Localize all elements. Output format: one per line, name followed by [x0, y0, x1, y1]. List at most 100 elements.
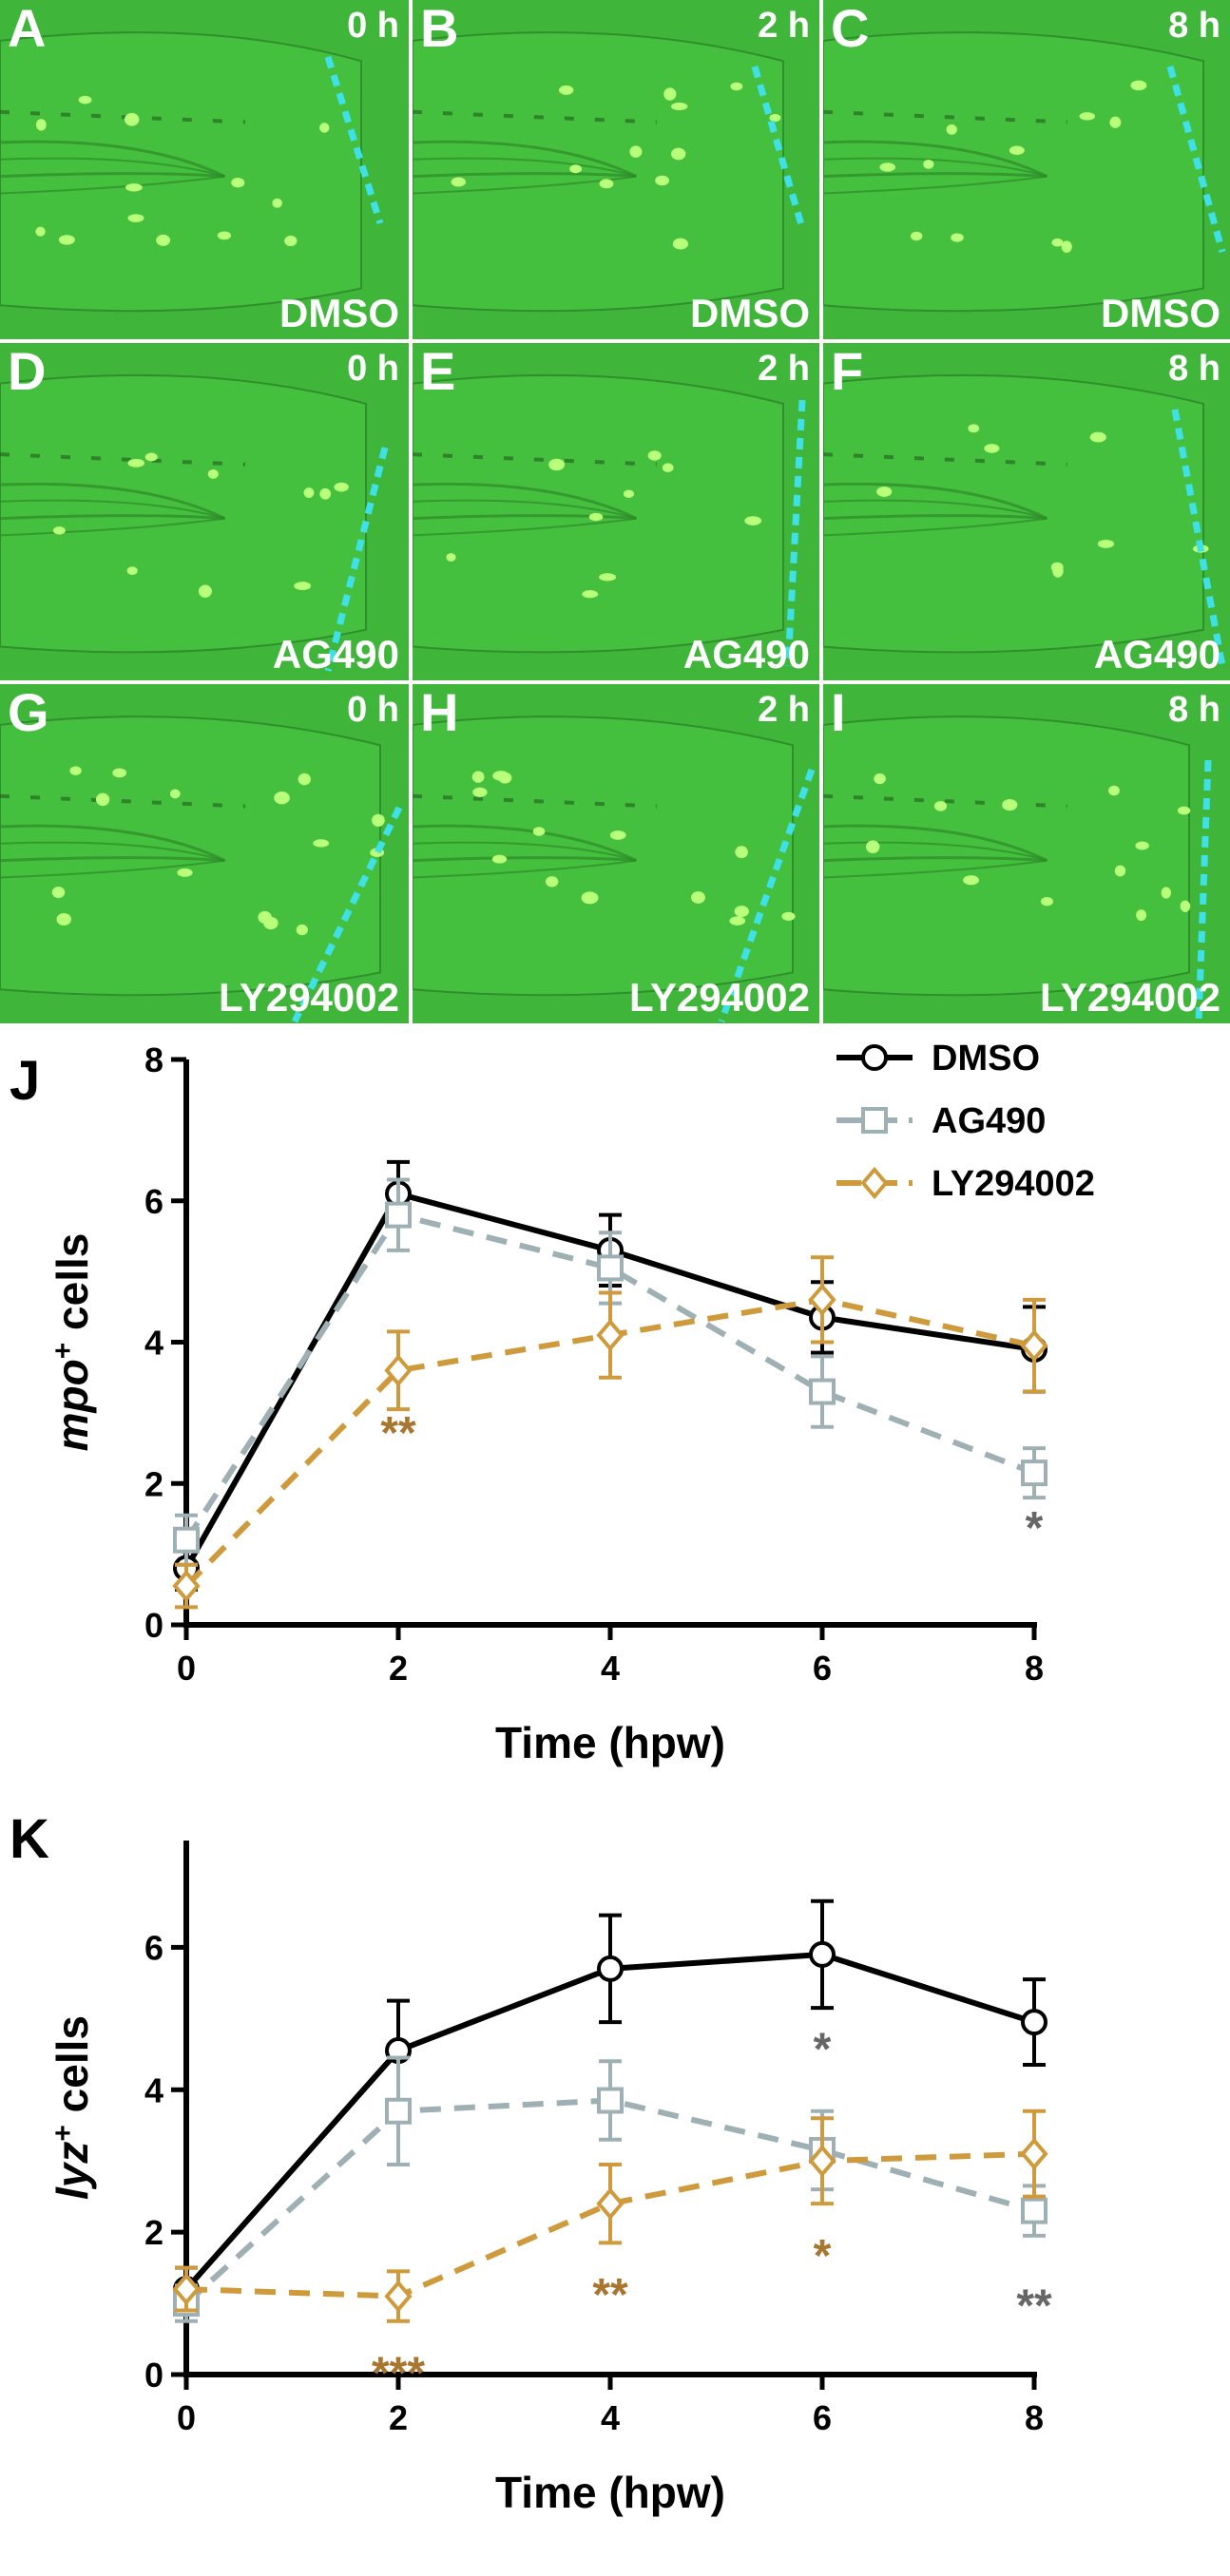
wound-edge-line: [1171, 409, 1226, 667]
data-point: [384, 1354, 413, 1387]
x-tick-label: 8: [1025, 1649, 1044, 1688]
x-tick-label: 6: [813, 1649, 832, 1688]
series-line: [183, 1212, 1036, 1542]
fin-tissue-image: [413, 373, 806, 667]
data-point: [808, 1283, 836, 1316]
panel-treatment-label: DMSO: [690, 291, 810, 335]
significance-marker: *: [814, 2025, 832, 2075]
wound-edge-line: [291, 806, 403, 1023]
panel-treatment-label: DMSO: [1101, 291, 1220, 335]
data-point: [1021, 2197, 1047, 2224]
chart-k-letter: K: [10, 1808, 49, 1870]
panel-treatment-label: AG490: [682, 632, 810, 677]
significance-marker: *: [1026, 1503, 1044, 1554]
x-tick-label: 8: [1025, 2398, 1044, 2437]
data-point: [172, 2273, 201, 2306]
data-point: [596, 1318, 625, 1352]
data-point: [809, 1378, 836, 1405]
legend-marker: [861, 1107, 888, 1134]
y-tick-label: 4: [144, 1324, 163, 1363]
x-axis-label: Time (hpw): [495, 1718, 725, 1767]
significance-marker: **: [380, 1408, 416, 1459]
panel-letter: C: [831, 0, 870, 58]
panel-treatment-label: AG490: [272, 632, 399, 677]
data-point: [808, 2145, 836, 2178]
micrograph-panel: G 0 h LY294002: [0, 684, 409, 1023]
y-tick-label: 0: [144, 1606, 163, 1645]
data-point: [385, 2097, 412, 2125]
panel-letter: E: [420, 343, 456, 401]
legend-entry: AG490: [932, 1101, 1046, 1141]
panel-time-label: 8 h: [1168, 6, 1220, 46]
data-point: [597, 2087, 624, 2114]
data-point: [1020, 1329, 1048, 1363]
fin-tissue-image: [413, 716, 816, 1023]
y-tick-label: 8: [144, 1040, 163, 1079]
data-point: [173, 1526, 200, 1554]
y-tick-label: 6: [144, 1928, 163, 1967]
legend-marker: [860, 1166, 889, 1200]
x-tick-label: 0: [177, 2398, 196, 2437]
micrograph-panel: H 2 h LY294002: [413, 684, 819, 1023]
y-axis-label: mpo+ cells: [48, 1233, 98, 1452]
wound-edge-line: [1195, 759, 1212, 1022]
significance-marker: **: [1016, 2280, 1052, 2331]
significance-marker: *: [814, 2231, 832, 2281]
data-point: [1020, 2137, 1048, 2170]
data-point: [809, 1940, 836, 1968]
y-tick-label: 6: [144, 1182, 163, 1221]
series-line: [185, 2150, 1035, 2299]
x-tick-label: 4: [601, 1649, 620, 1688]
significance-marker: ***: [372, 2349, 425, 2399]
y-tick-label: 4: [144, 2070, 163, 2109]
data-point: [596, 2187, 625, 2221]
legend-marker: [861, 1044, 888, 1071]
panel-time-label: 0 h: [347, 6, 399, 46]
wound-edge-line: [718, 768, 816, 1023]
x-tick-label: 6: [813, 2398, 832, 2437]
micrograph-panel: B 2 h DMSO: [413, 0, 819, 339]
panel-treatment-label: AG490: [1093, 632, 1220, 677]
micrograph-panel: C 8 h DMSO: [823, 0, 1230, 339]
fin-tissue-image: [823, 716, 1212, 1022]
data-point: [172, 1570, 201, 1603]
fin-tissue-image: [823, 373, 1226, 667]
data-point: [1021, 2009, 1047, 2036]
micrograph-panel: F 8 h AG490: [823, 343, 1230, 680]
x-tick-label: 2: [389, 2398, 408, 2437]
panel-time-label: 0 h: [347, 690, 399, 730]
fin-tissue-image: [413, 31, 806, 313]
panel-time-label: 2 h: [758, 349, 810, 389]
fin-tissue-image: [0, 31, 384, 313]
panel-letter: H: [420, 684, 459, 742]
fin-tissue-image: [0, 373, 389, 672]
panel-letter: A: [8, 0, 47, 58]
legend-entry: LY294002: [932, 1164, 1095, 1204]
data-point: [597, 1254, 624, 1282]
micrograph-grid: A 0 h DMSO B 2 h DMSO C 8 h DMSO D 0 h AG490 E 2 h AG4…: [0, 0, 1230, 1023]
x-tick-label: 0: [177, 1649, 196, 1688]
micrograph-panel: E 2 h AG490: [413, 343, 819, 680]
micrograph-panel: A 0 h DMSO: [0, 0, 409, 339]
panel-letter: G: [8, 684, 49, 742]
fin-tissue-image: [0, 716, 403, 1023]
y-tick-label: 2: [144, 2213, 163, 2252]
chart-j: J 0 2 4 6 8 0 2 4 6 8 Time (hpw) mpo+ cells ** * DMSO A…: [0, 1023, 1230, 1804]
wound-edge-line: [751, 66, 806, 229]
panel-treatment-label: DMSO: [279, 291, 399, 335]
panel-time-label: 8 h: [1168, 690, 1220, 730]
panel-letter: B: [420, 0, 459, 58]
x-axis-label: Time (hpw): [495, 2468, 725, 2517]
data-point: [385, 1201, 412, 1229]
panel-letter: F: [831, 343, 864, 401]
panel-time-label: 2 h: [758, 6, 810, 46]
panel-treatment-label: LY294002: [1040, 975, 1220, 1020]
wound-edge-line: [1166, 66, 1226, 253]
micrograph-panel: I 8 h LY294002: [823, 684, 1230, 1023]
wound-edge-line: [324, 447, 389, 672]
panel-time-label: 8 h: [1168, 349, 1220, 389]
data-point: [1021, 1460, 1047, 1487]
wound-edge-line: [784, 399, 806, 667]
